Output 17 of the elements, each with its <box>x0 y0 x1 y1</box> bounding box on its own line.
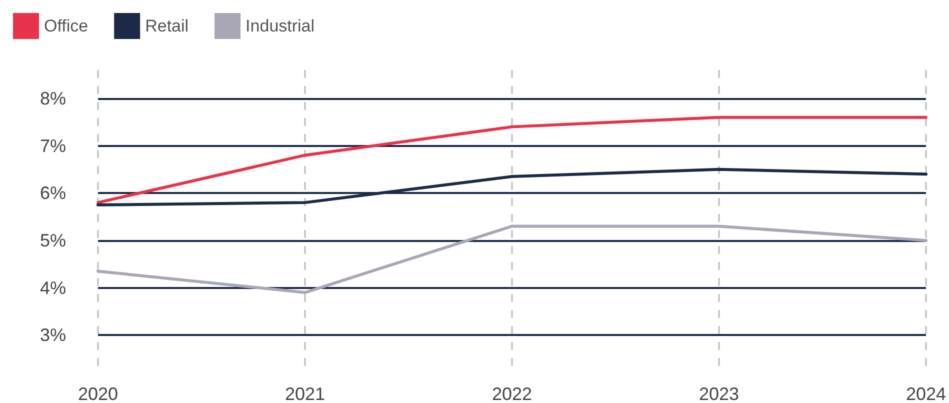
x-tick-label: 2022 <box>492 384 532 403</box>
x-tick-label: 2021 <box>284 384 326 403</box>
x-tick-label: 2023 <box>698 384 740 403</box>
legend-label: Retail <box>145 16 189 36</box>
y-tick-label: 6% <box>40 183 66 204</box>
y-tick-label: 5% <box>40 230 66 250</box>
legend-label: Office <box>44 16 88 36</box>
line-series <box>96 224 928 294</box>
y-tick-label: 3% <box>40 325 66 346</box>
x-tick-label: 2024 <box>906 384 946 403</box>
y-tick-label: 7% <box>40 136 66 156</box>
line-series <box>96 116 928 204</box>
legend-label: Industrial <box>246 16 315 36</box>
x-tick-label: 2020 <box>78 384 118 403</box>
line-series <box>96 168 928 206</box>
y-tick-label: 8% <box>40 88 66 108</box>
y-tick-label: 4% <box>40 278 66 298</box>
